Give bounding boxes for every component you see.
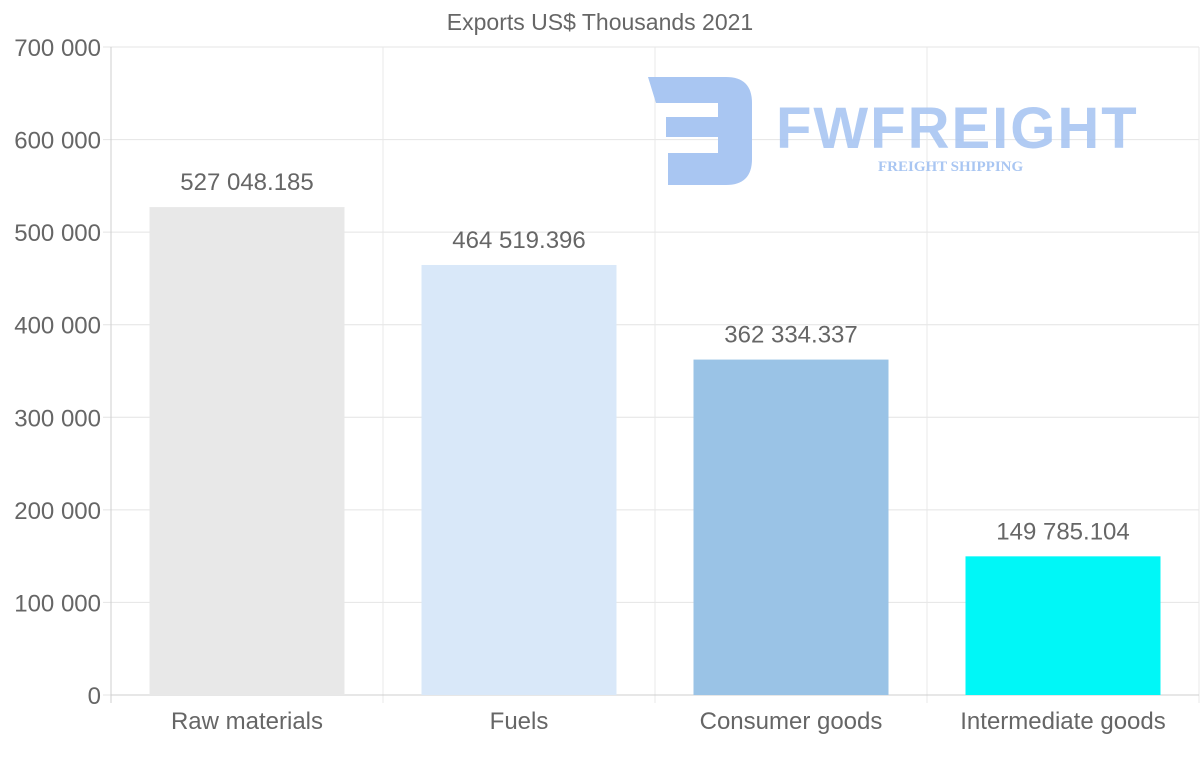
y-tick-label: 400 000 [14,313,101,340]
y-tick-label: 200 000 [14,498,101,525]
bar-raw-materials [149,207,345,695]
data-label: 527 048.185 [180,169,313,196]
y-tick-label: 500 000 [14,220,101,247]
y-tick-label: 700 000 [14,35,101,62]
bar-consumer-goods [693,359,889,695]
bar-fuels [421,264,617,695]
data-label: 464 519.396 [452,227,585,254]
data-label: 362 334.337 [724,322,857,349]
y-tick-label: 100 000 [14,590,101,617]
x-tick-label: Consumer goods [700,708,883,735]
y-tick-label: 300 000 [14,405,101,432]
x-tick-label: Fuels [490,708,549,735]
data-label: 149 785.104 [996,518,1129,545]
x-tick-label: Raw materials [171,708,323,735]
bar-intermediate-goods [965,556,1161,695]
x-tick-label: Intermediate goods [960,708,1165,735]
y-tick-label: 600 000 [14,128,101,155]
y-tick-label: 0 [88,683,101,710]
chart-title: Exports US$ Thousands 2021 [447,9,753,35]
